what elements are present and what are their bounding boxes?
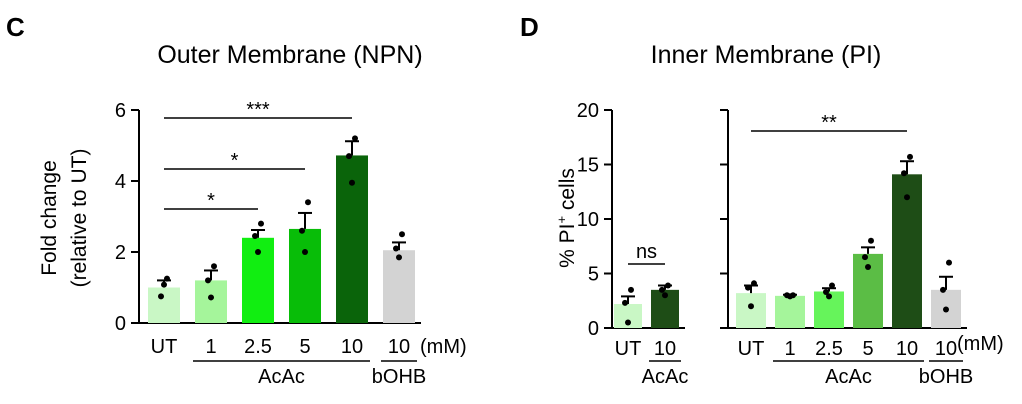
chart-c-data-point: [258, 220, 264, 227]
chart-c-significance-label: *: [231, 150, 239, 172]
chart-c-data-point: [399, 231, 405, 238]
chart-c-data-point: [346, 153, 352, 160]
chart-d-left-significance-label: ns: [636, 241, 657, 263]
chart-d-left-data-point: [662, 292, 668, 299]
chart-d-right-x-category-label: 10: [935, 338, 957, 360]
chart-d-left-group-label: AcAc: [642, 366, 689, 388]
chart-d-right-data-point: [829, 282, 835, 289]
chart-d-right-data-point: [868, 237, 874, 244]
chart-d-right-data-point: [862, 254, 868, 261]
chart-c-data-point: [208, 294, 214, 301]
chart-d-right-data-point: [823, 289, 829, 296]
chart-c-data-point: [352, 135, 358, 142]
chart-d-right-data-point: [784, 292, 790, 299]
chart-c-bar: [195, 280, 227, 323]
chart-d-right-data-point: [946, 259, 952, 266]
chart-d-left-y-tick-label: 20: [577, 100, 599, 122]
chart-c-data-point: [302, 249, 308, 255]
chart-c-data-point: [349, 179, 355, 186]
chart-c-x-category-label: 10: [388, 336, 410, 358]
chart-d-right-data-point: [865, 263, 871, 270]
chart-d-right-x-category-label: UT: [738, 338, 765, 360]
chart-d-right-data-point: [901, 170, 907, 177]
chart-c-y-tick-label: 6: [115, 100, 126, 122]
chart-d-right-data-point: [826, 293, 832, 300]
chart-d-left-y-tick-label: 0: [588, 318, 599, 340]
chart-d-left-bar: [614, 304, 642, 328]
chart-c-data-point: [205, 277, 211, 284]
chart-c-x-category-label: UT: [151, 336, 178, 358]
chart-d-right-data-point: [751, 280, 757, 287]
chart-c-group-label: bOHB: [372, 366, 426, 388]
chart-c-y-tick-label: 0: [115, 313, 126, 335]
chart-c-significance-label: *: [207, 190, 215, 212]
chart-d-ylabel: % PI+ cells: [554, 168, 579, 268]
chart-d-right-x-category-label: 2.5: [815, 338, 843, 360]
chart-c-data-point: [255, 249, 261, 255]
chart-c-x-category-label: 1: [205, 336, 216, 358]
chart-d-right-data-point: [943, 306, 949, 313]
chart-c-bar: [148, 287, 180, 323]
chart-c-y-tick-label: 2: [115, 242, 126, 264]
chart-c-ylabel-line1: Fold change: [38, 160, 61, 276]
chart-d-right-data-point: [790, 292, 796, 299]
chart-c-data-point: [305, 199, 311, 206]
chart-c-x-category-label: 2.5: [244, 336, 272, 358]
chart-d-left-x-category-label: UT: [615, 338, 642, 360]
chart-d-right-group-label: bOHB: [919, 366, 973, 388]
chart-c-data-point: [393, 245, 399, 252]
chart-d-right-x-category-label: 5: [862, 338, 873, 360]
chart-c-title: Outer Membrane (NPN): [157, 41, 422, 69]
chart-d-right-significance-label: **: [821, 112, 837, 134]
chart-d-unit-label: (mM): [957, 333, 1004, 355]
chart-c-data-point: [161, 281, 167, 288]
chart-d-left-data-point: [659, 286, 665, 293]
chart-d-right-data-point: [904, 194, 910, 201]
chart-d-left-y-tick-label: 5: [588, 264, 599, 286]
chart-d-left-y-tick-label: 15: [577, 155, 599, 177]
chart-d-right-data-point: [748, 303, 754, 310]
panel-letter-c: C: [6, 12, 25, 42]
chart-d-left-data-point: [628, 286, 634, 293]
chart-c-ylabel-line2: (relative to UT): [68, 149, 91, 288]
chart-d-right-bar: [736, 293, 766, 328]
chart-c-data-point: [211, 263, 217, 270]
chart-d-left-data-point: [665, 282, 671, 289]
chart-c-unit-label: (mM): [420, 336, 467, 358]
chart-c-data-point: [396, 254, 402, 261]
chart-c-bar: [289, 228, 321, 323]
chart-c-significance-label: ***: [246, 99, 270, 121]
chart-c-data-point: [164, 275, 170, 282]
chart-d-right-data-point: [907, 153, 913, 160]
chart-d-right-x-category-label: 10: [896, 338, 918, 360]
chart-c-data-point: [299, 227, 305, 234]
chart-d-right-x-category-label: 1: [784, 338, 795, 360]
chart-c-y-tick-label: 4: [115, 171, 126, 193]
chart-d-right-data-point: [745, 284, 751, 291]
chart-c-data-point: [252, 233, 258, 240]
chart-d-right-group-label: AcAc: [825, 366, 872, 388]
panel-letter-d: D: [520, 12, 539, 42]
chart-c-data-point: [158, 293, 164, 300]
chart-d-right-data-point: [940, 286, 946, 293]
chart-d-left-x-category-label: 10: [654, 338, 676, 360]
chart-c-x-category-label: 10: [341, 336, 363, 358]
chart-c-bar: [383, 250, 415, 323]
chart-d-left-y-tick-label: 10: [577, 209, 599, 231]
chart-d-left-data-point: [625, 319, 631, 326]
chart-d-right-bar: [775, 295, 805, 328]
chart-d-title: Inner Membrane (PI): [651, 41, 882, 69]
chart-d-left-data-point: [622, 299, 628, 306]
chart-c-group-label: AcAc: [258, 366, 305, 388]
chart-c-x-category-label: 5: [299, 336, 310, 358]
